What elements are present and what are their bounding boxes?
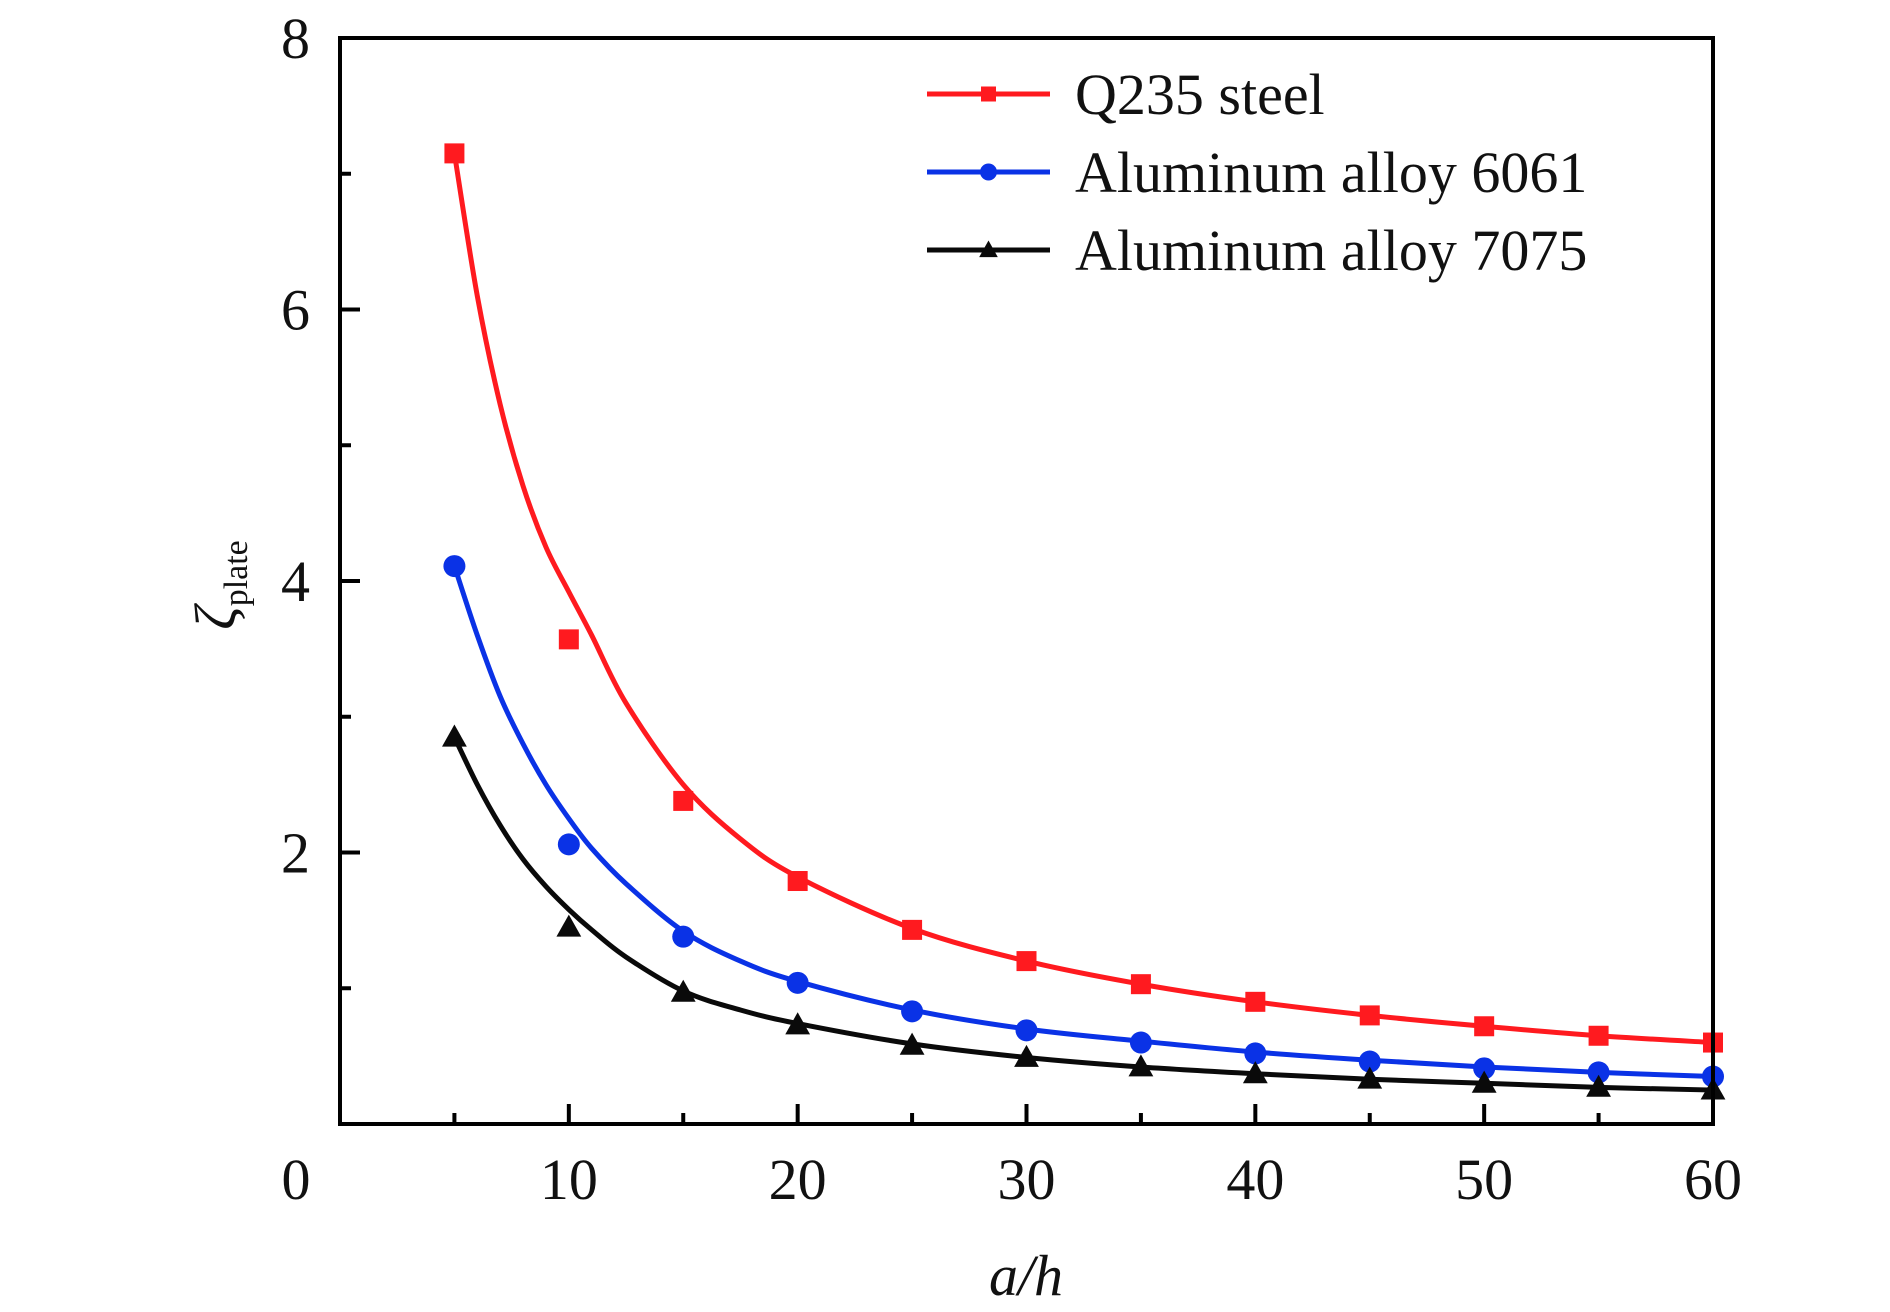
- data-point-aluminum-alloy-7075: [670, 979, 696, 1002]
- y-tick-label: 4: [281, 549, 310, 614]
- legend: Q235 steel Aluminum alloy 6061 Aluminum al…: [927, 62, 1587, 283]
- data-point-q235-steel: [444, 143, 465, 164]
- data-markers: [442, 143, 1726, 1100]
- data-point-aluminum-alloy-6061: [1244, 1042, 1267, 1065]
- y-axis-title: ζplate: [183, 540, 255, 630]
- data-point-aluminum-alloy-6061: [557, 833, 580, 856]
- legend-item-aluminum-alloy-6061: Aluminum alloy 6061: [927, 140, 1587, 205]
- data-point-aluminum-alloy-7075: [1014, 1044, 1039, 1067]
- y-axis-title-symbol: ζ: [183, 603, 248, 630]
- data-point-aluminum-alloy-7075: [1586, 1074, 1611, 1097]
- legend-item-aluminum-alloy-7075: Aluminum alloy 7075: [927, 218, 1587, 283]
- tick-marks: [340, 171, 1601, 1124]
- fit-curve-q235-steel: [451, 150, 1716, 1046]
- data-point-aluminum-alloy-6061: [1587, 1061, 1610, 1084]
- svg-text:ζplate: ζplate: [183, 540, 255, 630]
- data-point-q235-steel: [1130, 974, 1151, 995]
- data-point-q235-steel: [1474, 1016, 1495, 1037]
- data-point-aluminum-alloy-6061: [443, 555, 466, 578]
- data-point-q235-steel: [1245, 991, 1266, 1012]
- data-point-q235-steel: [902, 919, 923, 940]
- x-tick-label: 50: [1455, 1147, 1513, 1212]
- legend-item-q235-steel: Q235 steel: [927, 62, 1325, 127]
- data-point-aluminum-alloy-7075: [1471, 1070, 1497, 1093]
- fit-curves: [451, 150, 1716, 1093]
- y-tick-label: 6: [281, 278, 310, 343]
- data-point-q235-steel: [1588, 1025, 1609, 1046]
- x-tick-label: 60: [1684, 1147, 1742, 1212]
- legend-marker-square-icon: [981, 86, 996, 102]
- legend-label: Aluminum alloy 6061: [1075, 140, 1587, 205]
- y-axis-title-subscript: plate: [218, 540, 255, 606]
- legend-label: Q235 steel: [1075, 62, 1325, 127]
- x-tick-label: 0: [282, 1147, 311, 1212]
- x-tick-label: 20: [769, 1147, 827, 1212]
- tick-labels: 0 10 20 30 40 50 60 2 4 6 8: [281, 6, 1742, 1212]
- data-point-aluminum-alloy-6061: [1473, 1057, 1496, 1080]
- y-tick-label: 8: [281, 6, 310, 71]
- data-point-aluminum-alloy-7075: [442, 724, 467, 747]
- fit-curve-aluminum-alloy-6061: [451, 563, 1716, 1079]
- data-point-q235-steel: [673, 790, 694, 811]
- data-point-q235-steel: [1359, 1005, 1380, 1026]
- data-point-aluminum-alloy-7075: [1242, 1061, 1268, 1084]
- data-point-q235-steel: [787, 871, 808, 892]
- data-point-aluminum-alloy-6061: [901, 1000, 924, 1023]
- legend-label: Aluminum alloy 7075: [1075, 218, 1587, 283]
- legend-marker-triangle-icon: [979, 240, 998, 258]
- data-point-aluminum-alloy-6061: [1129, 1031, 1152, 1054]
- data-point-q235-steel: [558, 629, 579, 650]
- data-point-aluminum-alloy-7075: [785, 1012, 811, 1035]
- data-point-aluminum-alloy-7075: [1357, 1066, 1383, 1089]
- data-point-aluminum-alloy-7075: [899, 1032, 925, 1055]
- x-tick-label: 30: [998, 1147, 1056, 1212]
- data-point-q235-steel: [1016, 951, 1037, 972]
- data-point-aluminum-alloy-6061: [786, 971, 809, 994]
- data-point-aluminum-alloy-6061: [672, 925, 695, 948]
- x-axis-title: a/h: [989, 1243, 1063, 1308]
- data-point-aluminum-alloy-7075: [556, 914, 582, 937]
- data-point-aluminum-alloy-6061: [1015, 1019, 1038, 1042]
- x-tick-label: 10: [540, 1147, 598, 1212]
- legend-marker-circle-icon: [980, 163, 997, 181]
- y-tick-label: 2: [281, 821, 310, 886]
- data-point-aluminum-alloy-7075: [1128, 1054, 1154, 1077]
- x-tick-label: 40: [1226, 1147, 1284, 1212]
- data-point-aluminum-alloy-6061: [1358, 1050, 1381, 1073]
